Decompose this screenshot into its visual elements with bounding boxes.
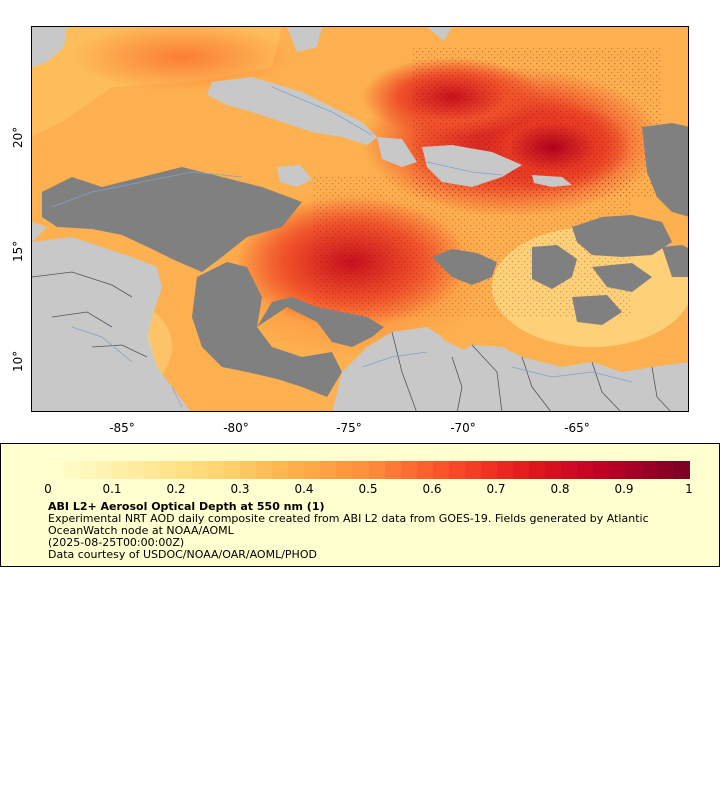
colorbar-step [656,461,674,479]
colorbar-step [672,461,690,479]
colorbar-tick-0-1: 0.1 [102,482,122,496]
legend-text: ABI L2+ Aerosol Optical Depth at 550 nm … [48,501,688,561]
rivers [51,86,633,408]
colorbar-step [576,461,594,479]
colorbar-step [592,461,610,479]
map-frame [31,26,689,412]
lat-label-10: 10° [11,350,25,372]
lon-label-minus-65: -65° [564,421,590,435]
colorbar-tick-0-5: 0.5 [358,482,378,496]
colorbar-step [64,461,82,479]
colorbar-tick-0-3: 0.3 [230,482,250,496]
colorbar-step [96,461,114,479]
colorbar-step [496,461,514,479]
colorbar-step [624,461,642,479]
colorbar-step [512,461,530,479]
colorbar-step [304,461,322,479]
colorbar-tick-1: 1 [685,482,693,496]
colorbar-step [384,461,402,479]
colorbar-step [352,461,370,479]
colorbar-step [160,461,178,479]
lon-label-minus-85: -85° [109,421,135,435]
colorbar-step [112,461,130,479]
colorbar-step [80,461,98,479]
legend-description: Experimental NRT AOD daily composite cre… [48,512,649,537]
colorbar-step [544,461,562,479]
colorbar-step [288,461,306,479]
colorbar-step [48,461,65,479]
no-data-regions [42,123,688,397]
colorbar-step [640,461,658,479]
colorbar-tick-0-4: 0.4 [294,482,314,496]
lon-label-minus-80: -80° [223,421,249,435]
colorbar-step [528,461,546,479]
colorbar-step [560,461,578,479]
legend-credit: Data courtesy of USDOC/NOAA/OAR/AOML/PHO… [48,548,317,561]
lat-label-20: 20° [11,126,25,148]
colorbar-tick-0: 0 [44,482,52,496]
colorbar-tick-0-8: 0.8 [550,482,570,496]
colorbar-step [224,461,242,479]
lon-label-minus-75: -75° [336,421,362,435]
colorbar-step [400,461,418,479]
lat-label-15: 15° [11,240,25,262]
colorbar-step [368,461,386,479]
colorbar-step [144,461,162,479]
land-masses [32,27,688,411]
colorbar-tick-0-9: 0.9 [614,482,634,496]
colorbar [48,461,690,479]
colorbar-step [416,461,434,479]
colorbar-tick-0-7: 0.7 [486,482,506,496]
colorbar-step [480,461,498,479]
colorbar-step [176,461,194,479]
colorbar-step [336,461,354,479]
colorbar-step [192,461,210,479]
legend-panel: 0 0.1 0.2 0.3 0.4 0.5 0.6 0.7 0.8 0.9 1 … [0,443,720,567]
colorbar-step [432,461,450,479]
colorbar-step [128,461,146,479]
aod-map [32,27,688,411]
lon-label-minus-70: -70° [450,421,476,435]
colorbar-step [256,461,274,479]
colorbar-step [320,461,338,479]
colorbar-step [240,461,258,479]
country-borders [32,271,671,411]
legend-title: ABI L2+ Aerosol Optical Depth at 550 nm … [48,500,325,513]
colorbar-step [608,461,626,479]
colorbar-step [448,461,466,479]
legend-timestamp: (2025-08-25T00:00:00Z) [48,536,185,549]
colorbar-step [464,461,482,479]
colorbar-step [272,461,290,479]
colorbar-tick-0-2: 0.2 [166,482,186,496]
colorbar-step [208,461,226,479]
colorbar-tick-0-6: 0.6 [422,482,442,496]
